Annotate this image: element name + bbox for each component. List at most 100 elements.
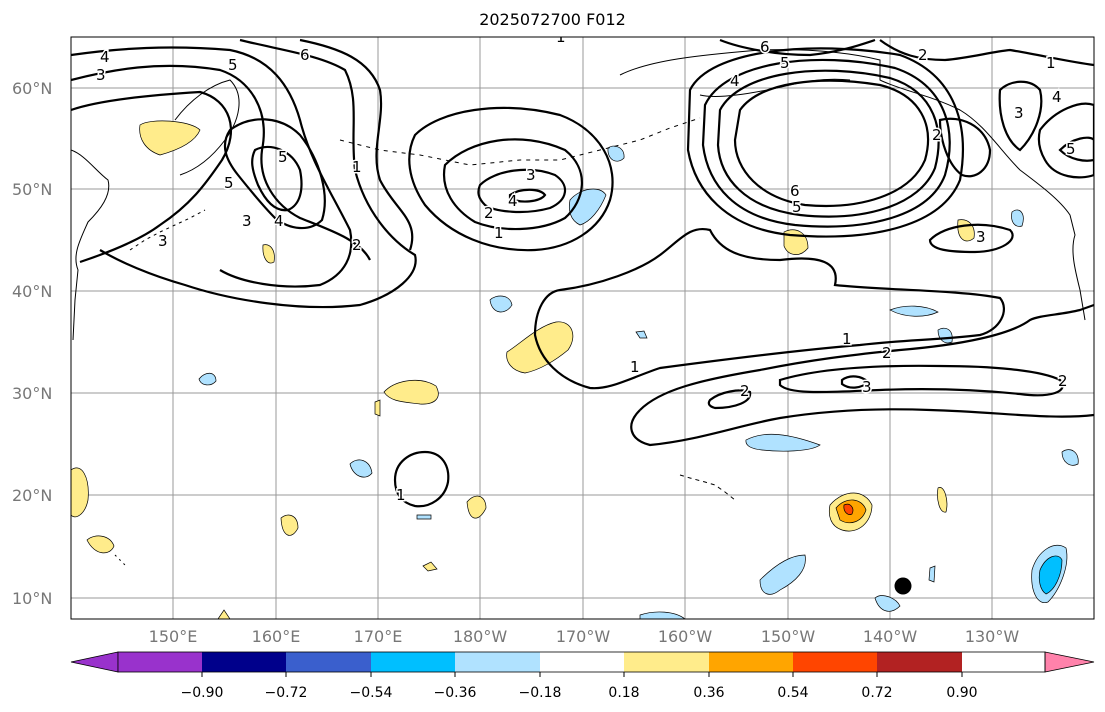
colorbar-labels: −0.90 −0.72 −0.54 −0.36 −0.18 0.18 0.36 …	[181, 685, 978, 701]
colorbar-ticks	[201, 672, 963, 677]
colorbar-segment	[540, 652, 624, 672]
colorbar-label: −0.54	[350, 685, 393, 701]
colorbar-label: 0.18	[608, 685, 639, 701]
contour-label: 3	[526, 166, 536, 184]
point-marker	[894, 577, 912, 595]
map-title: 2025072700 F012	[479, 10, 626, 29]
hawaiian-islands	[679, 474, 736, 501]
contour-label: 6	[760, 38, 770, 56]
lon-label: 130°W	[965, 627, 1020, 646]
contour-label: 2	[740, 382, 750, 400]
kuril-islands	[129, 209, 206, 251]
contour-label: 5	[1066, 140, 1076, 158]
contour-label: 4	[730, 72, 740, 90]
contour-label: 2	[352, 236, 362, 254]
lon-label: 150°E	[149, 627, 198, 646]
contour-label: 5	[278, 148, 288, 166]
contour-label: 1	[352, 158, 362, 176]
negative-patch	[416, 514, 432, 520]
lon-label: 180°W	[453, 627, 508, 646]
positive-patch	[217, 609, 231, 619]
contour-label: 6	[300, 46, 310, 64]
lon-label: 170°E	[354, 627, 403, 646]
positive-patch	[843, 503, 854, 515]
negative-patch	[1061, 449, 1079, 466]
contour-label: 4	[1052, 88, 1062, 106]
positive-patch	[71, 467, 89, 518]
negative-patch	[489, 295, 513, 313]
positive-patch	[937, 487, 948, 513]
contour-label: 1	[556, 28, 566, 46]
longitude-labels: 150°E 160°E 170°E 180°W 170°W 160°W 150°…	[149, 627, 1020, 646]
positive-patch	[86, 535, 115, 554]
lat-label: 20°N	[12, 486, 52, 505]
contour-label: 1	[396, 486, 406, 504]
lat-label: 30°N	[12, 384, 52, 403]
contour-label: 1	[842, 330, 852, 348]
contour-label: 4	[274, 212, 284, 230]
positive-patch	[280, 514, 299, 536]
lon-label: 140°W	[863, 627, 918, 646]
negative-patch	[745, 433, 821, 452]
positive-patch	[422, 561, 438, 572]
colorbar-segment	[371, 652, 455, 672]
contour-label: 3	[158, 232, 168, 250]
contour-label: 2	[1058, 372, 1068, 390]
latitude-labels: 60°N 50°N 40°N 30°N 20°N 10°N	[12, 79, 52, 608]
contour-label: 3	[976, 228, 986, 246]
positive-patch	[466, 495, 487, 519]
colorbar-segment	[455, 652, 540, 672]
lon-label: 160°W	[658, 627, 713, 646]
negative-patch	[928, 565, 936, 583]
lat-label: 50°N	[12, 180, 52, 199]
colorbar-extension-high	[1044, 651, 1095, 673]
contour-label: 1	[630, 358, 640, 376]
contour-lines	[71, 38, 1094, 508]
colorbar: −0.90 −0.72 −0.54 −0.36 −0.18 0.18 0.36 …	[70, 651, 1095, 701]
contour-label: 5	[792, 198, 802, 216]
colorbar-segment	[202, 652, 286, 672]
colorbar-label: −0.18	[519, 685, 562, 701]
negative-patch	[198, 372, 217, 386]
negative-patch	[759, 554, 806, 595]
lat-label: 40°N	[12, 282, 52, 301]
colorbar-segment	[877, 652, 962, 672]
colorbar-label: 0.36	[693, 685, 724, 701]
plot-frame	[70, 36, 1095, 620]
colorbar-segment	[118, 652, 202, 672]
kamchatka-coastline	[174, 79, 240, 176]
asia-coastline	[71, 149, 110, 341]
colorbar-label: 0.54	[777, 685, 808, 701]
colorbar-segment	[793, 652, 877, 672]
positive-patch	[262, 244, 275, 264]
negative-patch	[1038, 555, 1063, 595]
contour-label: 3	[96, 66, 106, 84]
colorbar-segment	[286, 652, 371, 672]
contour-label: 2	[484, 204, 494, 222]
lon-label: 160°E	[252, 627, 301, 646]
contour-label: 1	[1046, 54, 1056, 72]
negative-patch	[889, 305, 939, 317]
contour-labels: 4 3 6 5 5 1 5 3 4 1 2 3 3 2 4 1 6 5 4 6 …	[95, 28, 1078, 506]
negative-patch	[874, 595, 901, 612]
colorbar-segment	[709, 652, 793, 672]
lat-label: 10°N	[12, 589, 52, 608]
colorbar-label: 0.90	[946, 685, 977, 701]
contour-label: 3	[242, 212, 252, 230]
colorbar-label: −0.72	[265, 685, 308, 701]
negative-patch	[639, 611, 686, 619]
negative-patch	[1011, 209, 1024, 227]
western-pacific-islets	[114, 554, 126, 566]
colorbar-segment	[624, 652, 709, 672]
contour-label: 6	[790, 182, 800, 200]
contour-label: 5	[228, 56, 238, 74]
colorbar-frame	[117, 651, 1046, 673]
lon-label: 150°W	[761, 627, 816, 646]
contour-label: 1	[494, 224, 504, 242]
colorbar-label: 0.72	[861, 685, 892, 701]
contour-label: 4	[100, 48, 110, 66]
lat-label: 60°N	[12, 79, 52, 98]
positive-patch	[383, 379, 439, 405]
contour-label: 5	[224, 174, 234, 192]
contour-label: 3	[862, 378, 872, 396]
